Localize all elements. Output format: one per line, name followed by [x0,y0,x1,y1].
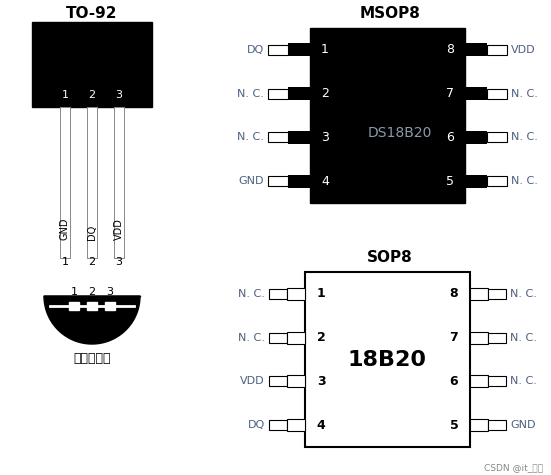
Text: 1: 1 [321,43,329,57]
Bar [287,375,305,388]
Text: N. C.: N. C. [510,289,537,299]
Text: 5: 5 [450,418,458,432]
Bar [465,131,487,144]
Bar [487,133,507,142]
Bar [470,419,488,431]
Text: DS18B20: DS18B20 [368,126,432,140]
Bar [488,289,506,299]
Text: N. C.: N. C. [511,89,538,99]
Text: N. C.: N. C. [238,332,265,342]
Bar [488,332,506,342]
Bar [487,89,507,99]
Text: N. C.: N. C. [511,133,538,142]
Text: DQ: DQ [247,45,264,55]
Bar [269,332,287,342]
Text: 2: 2 [89,257,95,267]
Bar [288,87,310,100]
Polygon shape [44,296,140,344]
Bar [268,133,288,142]
Text: TO-92: TO-92 [66,7,118,21]
Text: 4: 4 [317,418,326,432]
Bar [465,175,487,188]
Text: 2: 2 [89,287,95,297]
Bar [32,22,152,107]
Text: 3: 3 [317,375,325,388]
Text: VDD: VDD [240,376,265,386]
Text: N. C.: N. C. [510,332,537,342]
Bar [268,89,288,99]
Text: VDD: VDD [114,218,124,240]
Text: 4: 4 [321,175,329,188]
Text: GND: GND [60,218,70,240]
Text: 7: 7 [450,331,458,344]
Bar [305,272,470,447]
Bar [470,332,488,343]
Text: 2: 2 [321,87,329,100]
Text: SOP8: SOP8 [367,250,413,266]
Text: 3: 3 [116,90,122,100]
Text: DQ: DQ [87,225,97,240]
Text: MSOP8: MSOP8 [360,7,420,21]
Bar [269,289,287,299]
Text: （仰视图）: （仰视图） [73,352,111,365]
Text: N. C.: N. C. [238,289,265,299]
Bar [288,43,310,57]
Text: 18B20: 18B20 [348,350,427,370]
Text: CSDN @it_阴水: CSDN @it_阴水 [484,464,543,473]
Text: GND: GND [510,420,536,430]
Bar [269,376,287,386]
Bar [487,45,507,55]
Bar [288,175,310,188]
Text: 2: 2 [317,331,326,344]
Bar [60,107,70,258]
Bar [114,107,124,258]
Text: 6: 6 [446,131,454,144]
Bar [465,43,487,57]
Text: GND: GND [239,176,264,186]
Text: 7: 7 [446,87,454,100]
Text: 1: 1 [317,287,326,300]
Text: N. C.: N. C. [510,376,537,386]
Bar [488,376,506,386]
Bar [287,419,305,431]
Bar [105,302,115,310]
Bar [287,288,305,300]
Bar [87,107,97,258]
Text: VDD: VDD [511,45,536,55]
Bar [488,420,506,430]
Text: 1: 1 [62,257,68,267]
Bar [310,28,465,203]
Bar [470,288,488,300]
Text: 1: 1 [71,287,78,297]
Text: 3: 3 [106,287,114,297]
Text: N. C.: N. C. [511,176,538,186]
Bar [268,45,288,55]
Text: 6: 6 [450,375,458,388]
Bar [487,176,507,186]
Text: N. C.: N. C. [237,89,264,99]
Text: N. C.: N. C. [237,133,264,142]
Bar [87,302,97,310]
Bar [268,176,288,186]
Text: 3: 3 [321,131,329,144]
Bar [465,87,487,100]
Bar [269,420,287,430]
Bar [69,302,79,310]
Text: 2: 2 [89,90,95,100]
Bar [288,131,310,144]
Text: DQ: DQ [248,420,265,430]
Text: 8: 8 [450,287,458,300]
Text: 3: 3 [116,257,122,267]
Text: 8: 8 [446,43,454,57]
Bar [287,332,305,343]
Bar [470,375,488,388]
Text: 5: 5 [446,175,454,188]
Text: 1: 1 [62,90,68,100]
